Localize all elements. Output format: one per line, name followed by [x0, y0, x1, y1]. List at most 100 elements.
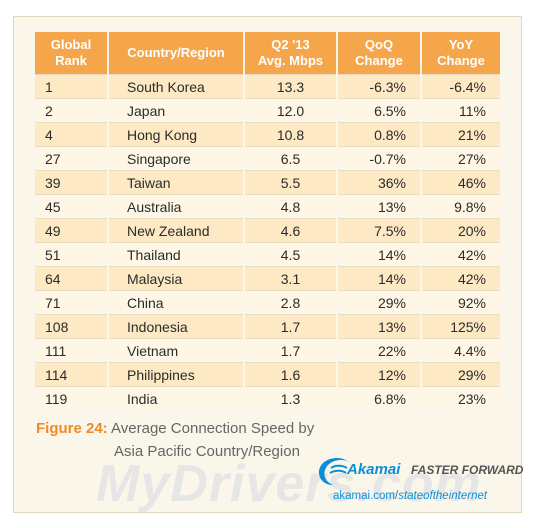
yoy-change-cell: -6.4%: [421, 74, 500, 99]
header-avg-mbps: Q2 '13 Avg. Mbps: [244, 32, 338, 75]
rank-cell: 64: [35, 266, 109, 291]
akamai-wave-icon: [318, 458, 350, 485]
country-cell: Australia: [108, 194, 245, 219]
qoq-change-cell: 22%: [337, 338, 422, 363]
country-cell: Indonesia: [108, 314, 245, 339]
avg-mbps-cell: 3.1: [244, 266, 338, 291]
akamai-tagline: FASTER FORWARD: [411, 463, 524, 477]
table-row: 119 India 1.3 6.8% 23%: [35, 386, 500, 410]
table-row: 2 Japan 12.0 6.5% 11%: [35, 98, 500, 123]
qoq-change-cell: 13%: [337, 194, 422, 219]
avg-mbps-cell: 6.5: [244, 146, 338, 171]
rank-cell: 1: [35, 74, 109, 99]
rank-cell: 49: [35, 218, 109, 243]
avg-mbps-cell: 2.8: [244, 290, 338, 315]
avg-mbps-cell: 10.8: [244, 122, 338, 147]
rank-cell: 119: [35, 386, 109, 410]
rank-cell: 4: [35, 122, 109, 147]
country-cell: India: [108, 386, 245, 410]
yoy-change-cell: 125%: [421, 314, 500, 339]
country-cell: Hong Kong: [108, 122, 245, 147]
qoq-change-cell: -0.7%: [337, 146, 422, 171]
table-row: 114 Philippines 1.6 12% 29%: [35, 362, 500, 387]
qoq-change-cell: -6.3%: [337, 74, 422, 99]
qoq-change-cell: 6.5%: [337, 98, 422, 123]
rank-cell: 71: [35, 290, 109, 315]
figure-panel: Global Rank Country/Region Q2 '13 Avg. Mbps Q…: [13, 16, 522, 513]
rank-cell: 27: [35, 146, 109, 171]
qoq-change-cell: 7.5%: [337, 218, 422, 243]
table-row: 27 Singapore 6.5 -0.7% 27%: [35, 146, 500, 171]
qoq-change-cell: 6.8%: [337, 386, 422, 410]
avg-mbps-cell: 1.7: [244, 338, 338, 363]
rank-cell: 51: [35, 242, 109, 267]
header-line: Change: [355, 53, 403, 68]
avg-mbps-cell: 1.3: [244, 386, 338, 410]
url-path: stateoftheinternet: [398, 490, 488, 502]
header-line: YoY: [448, 37, 474, 52]
yoy-change-cell: 42%: [421, 242, 500, 267]
country-cell: Philippines: [108, 362, 245, 387]
avg-mbps-cell: 4.5: [244, 242, 338, 267]
header-line: Country/Region: [127, 45, 225, 60]
header-country-region: Country/Region: [108, 32, 245, 75]
connection-speed-table: Global Rank Country/Region Q2 '13 Avg. Mbps Q…: [35, 32, 500, 410]
avg-mbps-cell: 4.8: [244, 194, 338, 219]
country-cell: Vietnam: [108, 338, 245, 363]
avg-mbps-cell: 12.0: [244, 98, 338, 123]
akamai-url[interactable]: akamai.com/stateoftheinternet: [333, 490, 487, 502]
yoy-change-cell: 46%: [421, 170, 500, 195]
country-cell: Singapore: [108, 146, 245, 171]
caption-title-line-2: Asia Pacific Country/Region: [114, 443, 300, 460]
qoq-change-cell: 14%: [337, 242, 422, 267]
qoq-change-cell: 0.8%: [337, 122, 422, 147]
country-cell: Malaysia: [108, 266, 245, 291]
country-cell: Thailand: [108, 242, 245, 267]
rank-cell: 2: [35, 98, 109, 123]
header-global-rank: Global Rank: [35, 32, 109, 75]
table-row: 1 South Korea 13.3 -6.3% -6.4%: [35, 74, 500, 99]
yoy-change-cell: 42%: [421, 266, 500, 291]
avg-mbps-cell: 4.6: [244, 218, 338, 243]
table-row: 111 Vietnam 1.7 22% 4.4%: [35, 338, 500, 363]
header-line: Avg. Mbps: [257, 53, 324, 68]
figure-caption: Figure 24: Average Connection Speed by A…: [36, 417, 314, 463]
qoq-change-cell: 14%: [337, 266, 422, 291]
yoy-change-cell: 20%: [421, 218, 500, 243]
yoy-change-cell: 11%: [421, 98, 500, 123]
qoq-change-cell: 12%: [337, 362, 422, 387]
table-header-row: Global Rank Country/Region Q2 '13 Avg. Mbps Q…: [35, 32, 500, 75]
avg-mbps-cell: 1.7: [244, 314, 338, 339]
header-line: Change: [437, 53, 485, 68]
country-cell: China: [108, 290, 245, 315]
avg-mbps-cell: 13.3: [244, 74, 338, 99]
table-row: 45 Australia 4.8 13% 9.8%: [35, 194, 500, 219]
header-line: QoQ: [364, 37, 394, 52]
yoy-change-cell: 9.8%: [421, 194, 500, 219]
country-cell: New Zealand: [108, 218, 245, 243]
header-line: Q2 '13: [271, 37, 310, 52]
country-cell: South Korea: [108, 74, 245, 99]
yoy-change-cell: 21%: [421, 122, 500, 147]
figure-label: Figure 24:: [36, 420, 108, 437]
rank-cell: 111: [35, 338, 109, 363]
akamai-brand-text: Akamai: [347, 461, 401, 478]
rank-cell: 39: [35, 170, 109, 195]
url-domain: akamai.com/: [333, 490, 399, 502]
caption-title-line-1: Average Connection Speed by: [111, 420, 315, 437]
yoy-change-cell: 27%: [421, 146, 500, 171]
rank-cell: 45: [35, 194, 109, 219]
table-row: 49 New Zealand 4.6 7.5% 20%: [35, 218, 500, 243]
header-qoq-change: QoQ Change: [337, 32, 422, 75]
yoy-change-cell: 92%: [421, 290, 500, 315]
table-row: 4 Hong Kong 10.8 0.8% 21%: [35, 122, 500, 147]
table-row: 108 Indonesia 1.7 13% 125%: [35, 314, 500, 339]
country-cell: Taiwan: [108, 170, 245, 195]
table-row: 39 Taiwan 5.5 36% 46%: [35, 170, 500, 195]
table-body: 1 South Korea 13.3 -6.3% -6.4% 2 Japan 12.0 6.5%…: [35, 74, 500, 410]
avg-mbps-cell: 5.5: [244, 170, 338, 195]
qoq-change-cell: 29%: [337, 290, 422, 315]
header-yoy-change: YoY Change: [421, 32, 500, 75]
header-line: Rank: [55, 53, 87, 68]
rank-cell: 114: [35, 362, 109, 387]
